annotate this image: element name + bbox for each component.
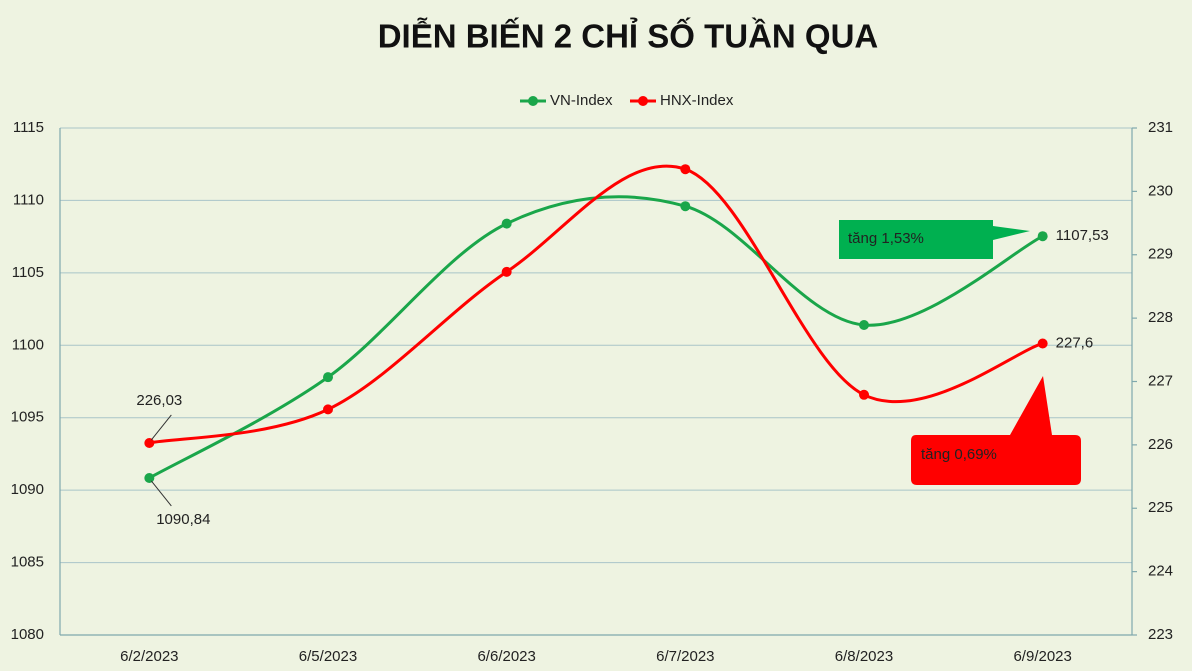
y-tick-label: 1090 — [11, 481, 44, 498]
legend-marker — [528, 96, 538, 106]
chart-title: DIỄN BIẾN 2 CHỈ SỐ TUẦN QUA — [378, 17, 879, 55]
y2-tick-label: 228 — [1148, 309, 1173, 326]
point — [1037, 231, 1048, 242]
callout — [911, 376, 1081, 485]
x-tick-label: 6/8/2023 — [835, 648, 893, 665]
y2-tick-label: 223 — [1148, 626, 1173, 643]
y2-tick-label: 226 — [1148, 436, 1173, 453]
point — [144, 437, 155, 448]
legend-marker — [638, 96, 648, 106]
legend-label: HNX-Index — [660, 92, 734, 109]
point — [680, 164, 691, 175]
leader-line — [150, 414, 172, 441]
y2-tick-label: 224 — [1148, 563, 1173, 580]
x-tick-label: 6/2/2023 — [120, 648, 178, 665]
legend-label: VN-Index — [550, 92, 613, 109]
y-tick-label: 1100 — [12, 336, 44, 353]
y2-tick-label: 231 — [1148, 119, 1173, 136]
series-line — [149, 164, 1044, 445]
y2-tick-label: 225 — [1148, 499, 1173, 516]
data-label: 1090,84 — [156, 511, 210, 528]
leader-line — [150, 480, 172, 507]
point — [680, 201, 691, 212]
point — [323, 372, 333, 383]
annotation: tăng 1,53% — [848, 230, 924, 247]
y-tick-label: 1085 — [11, 554, 44, 571]
point — [859, 320, 869, 331]
point — [501, 218, 512, 229]
annotation: tăng 0,69% — [921, 446, 997, 463]
y2-tick-label: 229 — [1148, 246, 1173, 263]
y2-tick-label: 227 — [1148, 372, 1173, 389]
x-tick-label: 6/5/2023 — [299, 648, 357, 665]
y-tick-label: 1095 — [11, 409, 44, 426]
x-tick-label: 6/9/2023 — [1013, 648, 1071, 665]
y2-tick-label: 230 — [1148, 182, 1173, 199]
point — [501, 266, 512, 277]
y-tick-label: 1110 — [13, 191, 44, 208]
data-label: 1107,53 — [1056, 227, 1109, 244]
point — [859, 389, 869, 400]
y-tick-label: 1105 — [12, 264, 44, 281]
data-label: 226,03 — [136, 392, 182, 409]
data-label: 227,6 — [1056, 334, 1094, 351]
callout — [839, 220, 1030, 259]
point — [1037, 338, 1048, 349]
point — [323, 404, 333, 415]
point — [144, 472, 155, 483]
x-tick-label: 6/7/2023 — [656, 648, 714, 665]
y-tick-label: 1080 — [11, 626, 44, 643]
y-tick-label: 1115 — [13, 119, 44, 136]
x-tick-label: 6/6/2023 — [477, 648, 535, 665]
